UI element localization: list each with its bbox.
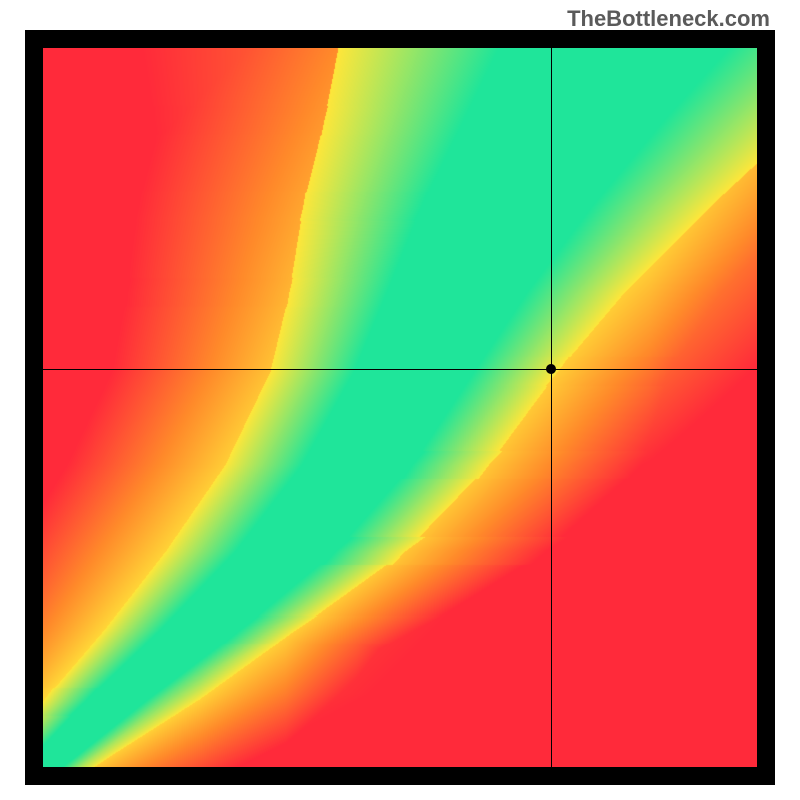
chart-container: TheBottleneck.com bbox=[0, 0, 800, 800]
heatmap-canvas bbox=[43, 48, 757, 767]
crosshair-horizontal bbox=[43, 369, 757, 371]
heatmap-plot bbox=[25, 30, 775, 785]
watermark-text: TheBottleneck.com bbox=[567, 6, 770, 32]
crosshair-vertical bbox=[551, 48, 553, 767]
